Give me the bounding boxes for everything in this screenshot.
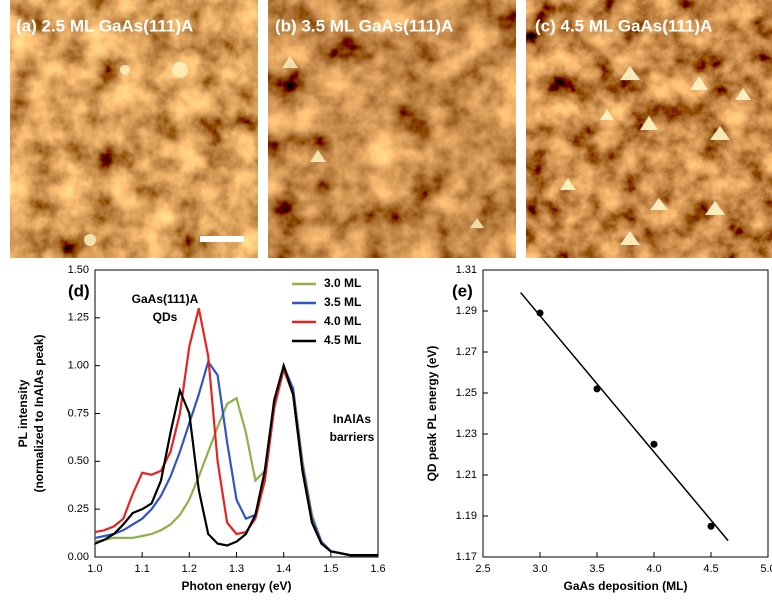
x-tick-label: 1.2 — [182, 563, 197, 575]
data-point — [537, 310, 544, 317]
y-tick-label: 1.25 — [456, 387, 477, 399]
x-axis-label: Photon energy (eV) — [181, 579, 291, 593]
y-tick-label: 0.25 — [68, 503, 89, 515]
legend-label: 4.5 ML — [324, 333, 361, 347]
annotation: QDs — [153, 310, 178, 324]
y-tick-label: 1.00 — [68, 360, 89, 372]
y-axis-label: PL intensity — [16, 379, 30, 447]
data-point — [651, 441, 658, 448]
x-tick-label: 3.0 — [532, 563, 547, 575]
x-tick-label: 4.0 — [646, 563, 661, 575]
fit-line — [521, 293, 728, 541]
y-axis-label: (normalized to InAlAs peak) — [32, 334, 46, 492]
y-tick-label: 1.23 — [456, 428, 477, 440]
legend-label: 3.5 ML — [324, 295, 361, 309]
series-line — [95, 362, 378, 555]
data-point — [708, 523, 715, 530]
y-tick-label: 1.25 — [68, 312, 89, 324]
legend-label: 3.0 ML — [324, 276, 361, 290]
panel-label: (d) — [68, 281, 90, 300]
series-line — [95, 366, 378, 555]
y-tick-label: 1.50 — [68, 264, 89, 276]
y-tick-label: 1.27 — [456, 346, 477, 358]
plot-frame — [483, 270, 768, 557]
legend-label: 4.0 ML — [324, 314, 361, 328]
annotation: barriers — [330, 430, 375, 444]
y-tick-label: 0.00 — [68, 551, 89, 563]
y-tick-label: 0.75 — [68, 407, 89, 419]
y-tick-label: 1.19 — [456, 510, 477, 522]
data-point — [594, 385, 601, 392]
afm-image-b: (b) 3.5 ML GaAs(111)A — [268, 0, 516, 258]
x-tick-label: 4.5 — [703, 563, 718, 575]
image-label: (c) 4.5 ML GaAs(111)A — [535, 16, 712, 35]
y-tick-label: 1.29 — [456, 305, 477, 317]
x-tick-label: 1.3 — [229, 563, 244, 575]
series-line — [95, 366, 378, 555]
x-tick-label: 1.4 — [276, 563, 291, 575]
x-tick-label: 3.5 — [589, 563, 604, 575]
afm-image-a: (a) 2.5 ML GaAs(111)A — [10, 0, 258, 258]
y-tick-label: 1.17 — [456, 551, 477, 563]
y-axis-label: QD peak PL energy (eV) — [425, 346, 439, 482]
x-tick-label: 1.6 — [370, 563, 385, 575]
afm-image-c: (c) 4.5 ML GaAs(111)A — [526, 0, 772, 258]
y-tick-label: 0.50 — [68, 455, 89, 467]
image-label: (b) 3.5 ML GaAs(111)A — [275, 16, 453, 35]
image-label: (a) 2.5 ML GaAs(111)A — [16, 16, 193, 35]
x-tick-label: 5.0 — [760, 563, 772, 575]
page: {"images": [ {"label": "(a) 2.5 ML GaAs(… — [0, 0, 772, 605]
scale-bar — [200, 236, 244, 242]
x-tick-label: 1.1 — [135, 563, 150, 575]
x-tick-label: 2.5 — [475, 563, 490, 575]
x-tick-label: 1.5 — [323, 563, 338, 575]
annotation: InAlAs — [333, 412, 371, 426]
panel-label: (e) — [452, 281, 473, 300]
x-axis-label: GaAs deposition (ML) — [564, 579, 688, 593]
y-tick-label: 1.31 — [456, 264, 477, 276]
figure: (a) 2.5 ML GaAs(111)A (b) 3.5 ML GaAs(11… — [0, 0, 772, 605]
y-tick-label: 1.21 — [456, 469, 477, 481]
annotation: GaAs(111)A — [132, 292, 199, 306]
x-tick-label: 1.0 — [87, 563, 102, 575]
